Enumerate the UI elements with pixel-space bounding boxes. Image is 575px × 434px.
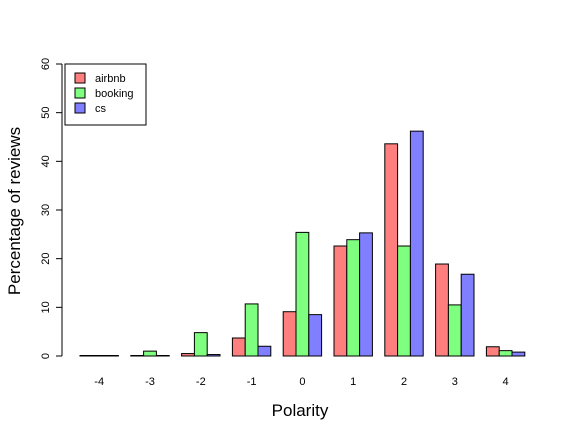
bar-booking-4 — [498, 350, 513, 357]
bar-cs--1 — [257, 345, 272, 357]
bar-airbnb--2 — [181, 353, 195, 357]
x-tick-label: 4 — [503, 376, 509, 388]
x-axis-title: Polarity — [272, 401, 329, 420]
x-axis-tick-labels: -4 -3 -2 -1 0 1 2 3 4 — [94, 376, 508, 388]
legend-swatch-cs — [74, 102, 86, 114]
bar-booking-3 — [447, 304, 462, 357]
bar-booking-2 — [397, 245, 411, 357]
legend-swatch-booking — [74, 87, 86, 99]
y-tick-label: 40 — [40, 155, 52, 167]
bar-cs-1 — [359, 232, 373, 357]
x-tick-label: 0 — [299, 376, 305, 388]
bar-cs--2 — [206, 354, 221, 357]
x-tick-label: 2 — [401, 376, 407, 388]
y-tick-label: 0 — [40, 353, 52, 359]
x-tick-label: -1 — [247, 376, 257, 388]
legend-label-airbnb: airbnb — [95, 73, 126, 85]
y-tick-label: 50 — [40, 107, 52, 119]
bar-airbnb-3 — [435, 263, 449, 357]
legend-label-booking: booking — [95, 88, 134, 100]
bar-cs-0 — [308, 314, 323, 357]
x-tick-label: -3 — [145, 376, 155, 388]
y-axis-title: Percentage of reviews — [5, 127, 24, 295]
x-tick-label: 3 — [452, 376, 458, 388]
x-tick-label: 1 — [350, 376, 356, 388]
y-tick-label: 30 — [40, 204, 52, 216]
bar-booking--1 — [244, 303, 259, 357]
bar-airbnb--1 — [231, 337, 246, 357]
bars — [79, 130, 526, 357]
bar-booking-1 — [346, 239, 361, 357]
legend: airbnb booking cs — [64, 63, 147, 126]
bar-booking--2 — [193, 332, 208, 357]
y-tick-label: 20 — [40, 253, 52, 265]
bar-cs-4 — [511, 351, 526, 357]
legend-label-cs: cs — [95, 103, 107, 115]
bar-airbnb-2 — [384, 143, 399, 357]
x-tick-label: -2 — [196, 376, 206, 388]
y-tick-label: 60 — [40, 58, 52, 70]
bar-airbnb-0 — [282, 311, 297, 357]
bar-cs-3 — [460, 273, 475, 357]
bar-cs-2 — [409, 130, 424, 357]
legend-swatch-airbnb — [74, 72, 86, 84]
bar-airbnb-1 — [333, 245, 348, 357]
y-tick-label: 10 — [40, 301, 52, 313]
bar-airbnb-4 — [485, 346, 500, 357]
y-axis: 0 10 20 30 40 50 60 — [40, 58, 63, 359]
bar-booking--3 — [143, 350, 157, 357]
bar-booking-0 — [295, 231, 310, 357]
x-tick-label: -4 — [94, 376, 104, 388]
